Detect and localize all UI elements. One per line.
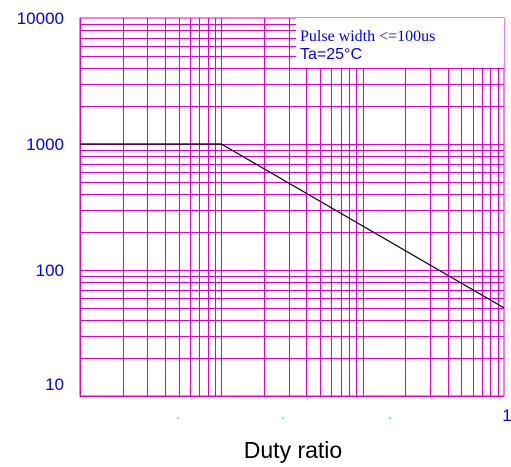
series-group [80,143,505,309]
x-tick-mark-1: - [176,413,179,424]
annotation-pulse-width: Pulse width <=100us [300,28,435,45]
series-line-0 [80,143,505,309]
annotation-temperature: Ta=25°C [300,46,362,63]
y-tick-label-10000: 10000 [17,9,64,28]
grid [80,18,504,397]
x-tick-label-1: 1 [502,406,511,425]
x-tick-mark-2: - [281,413,284,424]
y-tick-label-10: 10 [45,375,64,394]
y-tick-label-100: 100 [36,261,64,280]
y-tick-label-1000: 1000 [26,135,64,154]
x-tick-mark-3: - [388,413,391,424]
annotation-box [296,18,504,68]
x-axis-label: Duty ratio [244,437,342,463]
plot-frame [79,17,505,397]
